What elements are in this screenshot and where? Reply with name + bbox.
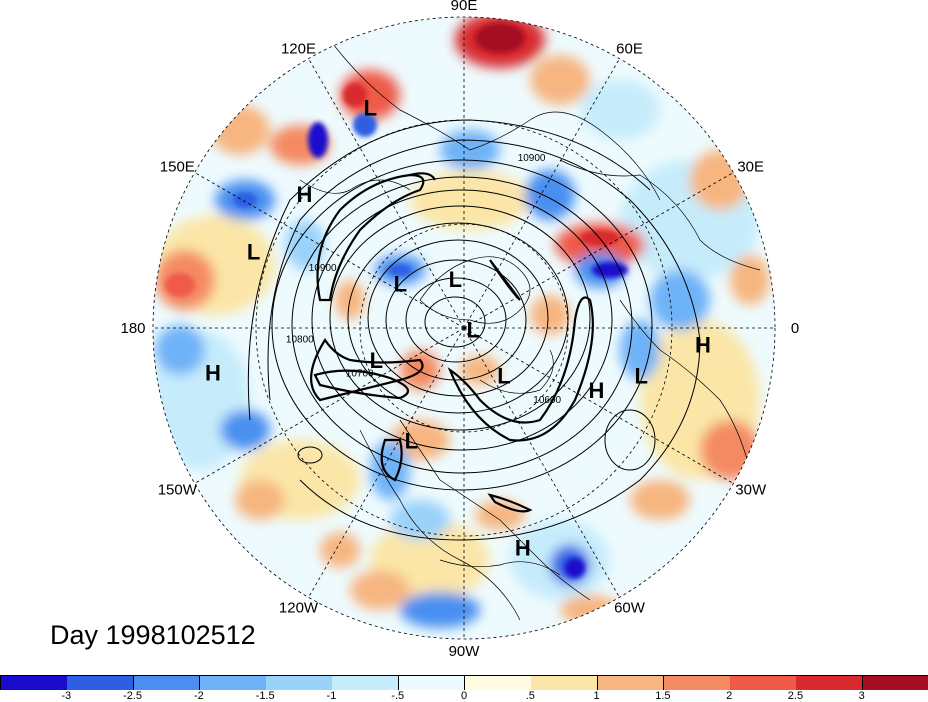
colorbar-segment <box>531 676 599 690</box>
high-pressure-marker: H <box>205 360 221 385</box>
contour-value-label: 10900 <box>518 153 546 164</box>
low-pressure-marker: L <box>634 364 647 389</box>
meridian-line <box>194 172 465 329</box>
contour-value-label: 10700 <box>346 369 374 380</box>
colorbar-tick-label: -2.5 <box>123 690 143 702</box>
meridian-line <box>463 327 620 598</box>
colorbar-segment <box>133 676 201 690</box>
colorbar-tick-label: 2 <box>726 690 733 702</box>
longitude-label: 30W <box>735 482 767 499</box>
colorbar-tick-label: 3 <box>858 690 865 702</box>
low-pressure-marker: L <box>497 364 510 389</box>
colorbar-segment <box>730 676 797 690</box>
day-label: Day 1998102512 <box>50 620 256 650</box>
colorbar-tick-label: -2 <box>193 690 204 702</box>
meridian-line <box>194 327 465 484</box>
colorbar-segment <box>398 676 466 690</box>
meridian-line <box>463 58 620 329</box>
colorbar-segment <box>796 676 864 690</box>
map-boundary <box>152 16 776 640</box>
colorbar-segment <box>1 676 68 690</box>
jet-contours <box>310 172 594 513</box>
colorbar-tick-label: .5 <box>525 690 535 702</box>
graticule <box>153 17 775 639</box>
colorbar-segment <box>597 676 665 690</box>
colorbar-tick-label: 1.5 <box>655 690 671 702</box>
colorbar-tick-label: -3 <box>61 690 72 702</box>
colorbar-segment <box>266 676 333 690</box>
longitude-label: 0 <box>791 320 799 337</box>
contour-value-label: 10600 <box>533 395 561 406</box>
colorbar-tick-label: -.5 <box>391 690 405 702</box>
meridian-line <box>463 327 734 484</box>
colorbar <box>0 675 928 690</box>
meridian-line <box>463 172 734 329</box>
longitude-label: 120E <box>281 40 316 57</box>
low-pressure-marker: L <box>394 271 407 296</box>
colorbar-segment <box>199 676 267 690</box>
longitude-label: 120W <box>279 600 319 617</box>
contour-value-label: 10900 <box>309 263 337 274</box>
meridian-line <box>308 327 465 598</box>
colorbar-tick-label: 0 <box>460 690 468 702</box>
high-pressure-marker: H <box>695 333 711 358</box>
height-contours <box>247 119 701 541</box>
longitude-label: 150E <box>160 159 195 176</box>
longitude-label: 90W <box>449 643 481 660</box>
colorbar-tick-label: 2.5 <box>787 690 804 702</box>
colorbar-segment <box>465 676 532 690</box>
longitude-label: 90E <box>451 0 478 14</box>
contour-value-label: 10800 <box>286 334 314 345</box>
low-pressure-marker: L <box>370 348 383 373</box>
high-pressure-marker: H <box>515 535 531 560</box>
longitude-label: 60E <box>616 40 643 57</box>
colorbar-segment <box>332 676 400 690</box>
colorbar-segment <box>862 676 928 690</box>
low-pressure-marker: L <box>405 429 418 454</box>
low-pressure-marker: L <box>247 239 260 264</box>
contour-labels: 10900 10900 10800 10700 10600 <box>286 153 562 406</box>
colorbar-segment <box>663 676 731 690</box>
low-pressure-marker: L <box>364 96 377 121</box>
longitude-label: 150W <box>158 482 198 499</box>
high-pressure-marker: H <box>589 378 605 403</box>
longitude-label: 60W <box>614 600 646 617</box>
low-pressure-marker: L <box>449 267 462 292</box>
colorbar-tick-label: 1 <box>593 690 600 702</box>
longitude-label: 180 <box>120 320 145 337</box>
high-pressure-marker: H <box>296 182 312 207</box>
low-pressure-marker: L <box>466 318 479 343</box>
colorbar-tick-label: -1.5 <box>255 690 275 702</box>
longitude-label: 30E <box>737 159 764 176</box>
meridian-line <box>308 58 465 329</box>
longitude-labels: 90E 60E 30E 0 30W 60W 90W 120W 150W 180 150E 120E <box>120 0 799 660</box>
colorbar-tick-label: -1 <box>326 690 337 702</box>
colorbar-segment <box>67 676 135 690</box>
